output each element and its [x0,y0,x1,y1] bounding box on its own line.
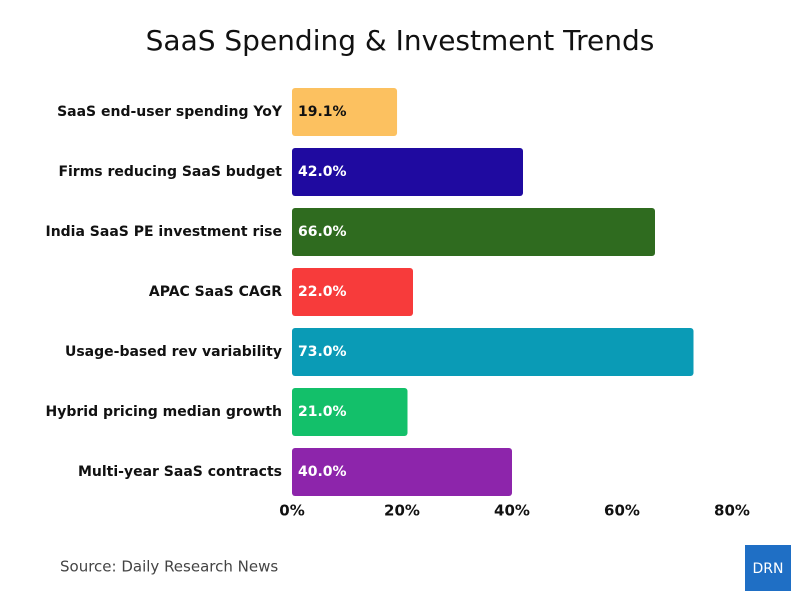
value-label: 19.1% [298,104,347,120]
x-tick-label: 60% [604,502,640,520]
bar [292,448,512,496]
y-tick-label: India SaaS PE investment rise [45,224,282,240]
y-tick-label: APAC SaaS CAGR [149,284,282,300]
bar [292,388,408,436]
value-label: 42.0% [298,164,347,180]
bar [292,328,694,376]
chart-title: SaaS Spending & Investment Trends [146,24,655,57]
value-label: 66.0% [298,224,347,240]
y-tick-label: Usage-based rev variability [65,344,282,360]
value-label: 73.0% [298,344,347,360]
logo: DRN [753,561,784,577]
y-tick-label: Firms reducing SaaS budget [58,164,282,180]
value-label: 22.0% [298,284,347,300]
x-tick-label: 80% [714,502,750,520]
value-label: 40.0% [298,464,347,480]
y-tick-label: SaaS end-user spending YoY [57,104,283,120]
bar [292,268,413,316]
x-tick-label: 40% [494,502,530,520]
bar [292,88,398,136]
source: Source: Daily Research News [60,558,278,576]
logo-box [745,545,791,591]
x-tick-label: 0% [279,502,304,520]
bar [292,208,655,256]
y-tick-label: Hybrid pricing median growth [46,404,282,420]
value-label: 21.0% [298,404,347,420]
bar [292,148,523,196]
x-tick-label: 20% [384,502,420,520]
y-tick-label: Multi-year SaaS contracts [78,464,282,480]
